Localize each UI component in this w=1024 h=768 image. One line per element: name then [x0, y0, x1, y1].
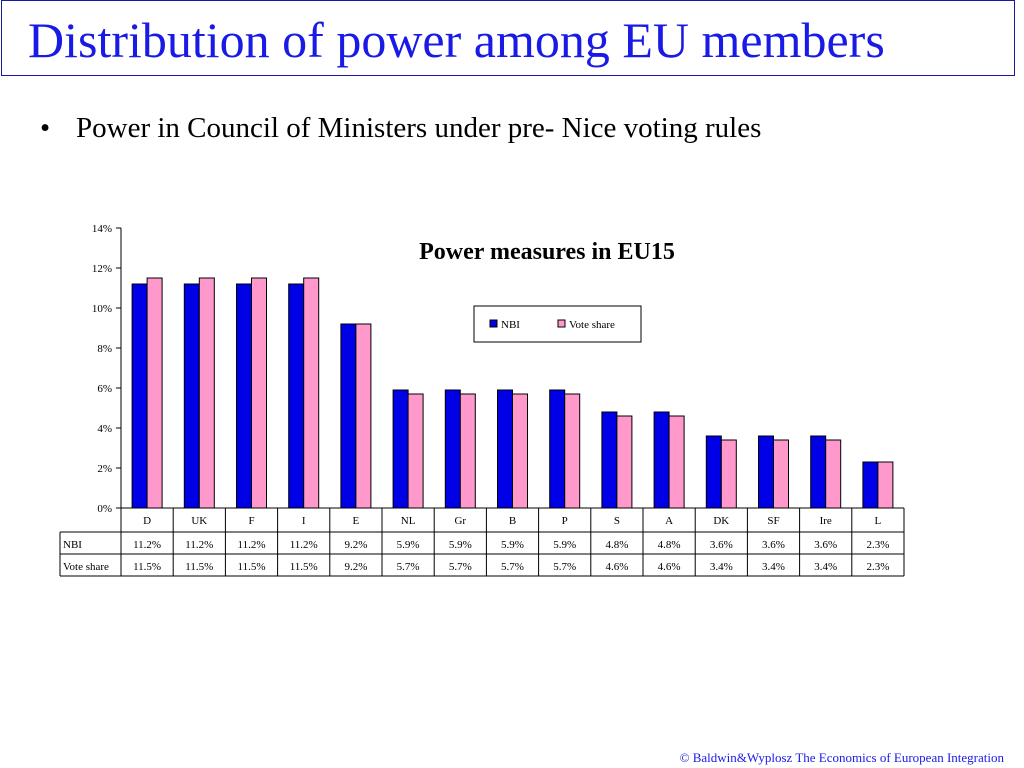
- bar-vote-share: [407, 393, 424, 509]
- bar-nbi: [131, 283, 148, 509]
- data-label: 5.9%: [397, 539, 420, 551]
- legend-swatch: [489, 319, 498, 328]
- x-tick-label: UK: [191, 515, 207, 527]
- y-tick-label: 0%: [97, 503, 112, 515]
- bar-vote-share: [668, 415, 685, 509]
- bar-nbi: [288, 283, 305, 509]
- bar-vote-share: [459, 393, 476, 509]
- data-label: 5.7%: [501, 561, 524, 573]
- bullet-item: • Power in Council of Ministers under pre…: [40, 112, 761, 145]
- bar-nbi: [183, 283, 200, 509]
- data-label: 5.9%: [553, 539, 576, 551]
- bar-vote-share: [720, 439, 737, 509]
- y-tick-label: 2%: [97, 463, 112, 475]
- legend-label: NBI: [501, 319, 520, 331]
- x-tick-label: S: [614, 515, 620, 527]
- x-tick-label: E: [353, 515, 360, 527]
- bar-vote-share: [146, 277, 163, 509]
- bar-vote-share: [877, 461, 894, 509]
- x-tick-label: P: [562, 515, 568, 527]
- data-label: 9.2%: [344, 561, 367, 573]
- bar-nbi: [705, 435, 722, 509]
- bar-nbi: [340, 323, 357, 509]
- bar-nbi: [236, 283, 252, 509]
- bar-vote-share: [251, 277, 267, 509]
- y-tick-label: 10%: [92, 303, 112, 315]
- x-tick-label: L: [875, 515, 882, 527]
- bar-nbi: [810, 435, 827, 509]
- data-label: 9.2%: [344, 539, 367, 551]
- x-tick-label: Gr: [454, 515, 466, 527]
- table-row-label: Vote share: [63, 561, 109, 573]
- data-label: 3.4%: [814, 561, 837, 573]
- y-tick-label: 12%: [92, 263, 112, 275]
- data-label: 4.8%: [605, 539, 628, 551]
- y-tick-label: 8%: [97, 343, 112, 355]
- data-label: 5.9%: [501, 539, 524, 551]
- bar-nbi: [653, 411, 670, 509]
- bar-vote-share: [303, 277, 320, 509]
- title-bar: Distribution of power among EU members: [1, 0, 1015, 76]
- bar-nbi: [444, 389, 461, 509]
- x-tick-label: B: [509, 515, 516, 527]
- y-tick-label: 4%: [97, 423, 112, 435]
- x-tick-label: NL: [401, 515, 416, 527]
- data-label: 11.2%: [133, 539, 161, 551]
- bar-vote-share: [198, 277, 215, 509]
- table-row-label: NBI: [63, 539, 82, 551]
- x-tick-label: SF: [767, 515, 779, 527]
- data-label: 3.6%: [814, 539, 837, 551]
- bar-nbi: [497, 389, 513, 509]
- data-label: 11.2%: [237, 539, 265, 551]
- x-tick-label: A: [665, 515, 673, 527]
- data-label: 3.6%: [762, 539, 785, 551]
- data-label: 3.4%: [762, 561, 785, 573]
- data-label: 5.9%: [449, 539, 472, 551]
- x-tick-label: Ire: [820, 515, 832, 527]
- data-label: 11.5%: [237, 561, 265, 573]
- legend-label: Vote share: [569, 319, 615, 331]
- data-label: 5.7%: [449, 561, 472, 573]
- data-label: 3.6%: [710, 539, 733, 551]
- data-label: 3.4%: [710, 561, 733, 573]
- x-tick-label: F: [248, 515, 254, 527]
- data-label: 2.3%: [866, 561, 889, 573]
- bar-vote-share: [355, 323, 372, 509]
- data-label: 5.7%: [553, 561, 576, 573]
- bar-vote-share: [825, 439, 842, 509]
- y-tick-label: 14%: [92, 223, 112, 235]
- bar-vote-share: [512, 393, 528, 509]
- x-tick-label: DK: [713, 515, 729, 527]
- data-label: 11.2%: [290, 539, 318, 551]
- data-label: 11.5%: [185, 561, 213, 573]
- slide-title: Distribution of power among EU members: [28, 12, 885, 68]
- bar-nbi: [392, 389, 409, 509]
- data-label: 4.6%: [658, 561, 681, 573]
- y-tick-label: 6%: [97, 383, 112, 395]
- bullet-icon: •: [40, 112, 51, 144]
- bar-vote-share: [616, 415, 633, 509]
- bar-vote-share: [564, 393, 581, 509]
- data-label: 5.7%: [397, 561, 420, 573]
- x-tick-label: I: [302, 515, 306, 527]
- x-tick-label: D: [143, 515, 151, 527]
- data-label: 2.3%: [866, 539, 889, 551]
- data-label: 11.5%: [133, 561, 161, 573]
- legend-swatch: [557, 319, 566, 328]
- bar-vote-share: [773, 439, 789, 509]
- bullet-text: Power in Council of Ministers under pre-…: [76, 112, 762, 144]
- bar-nbi: [862, 461, 879, 509]
- data-label: 4.6%: [605, 561, 628, 573]
- data-label: 11.5%: [290, 561, 318, 573]
- data-label: 4.8%: [658, 539, 681, 551]
- bar-nbi: [549, 389, 566, 509]
- data-label: 11.2%: [185, 539, 213, 551]
- bar-nbi: [601, 411, 618, 509]
- footer-copyright: © Baldwin&Wyplosz The Economics of Europ…: [679, 750, 1004, 765]
- bar-nbi: [758, 435, 774, 509]
- chart-title: Power measures in EU15: [419, 239, 675, 265]
